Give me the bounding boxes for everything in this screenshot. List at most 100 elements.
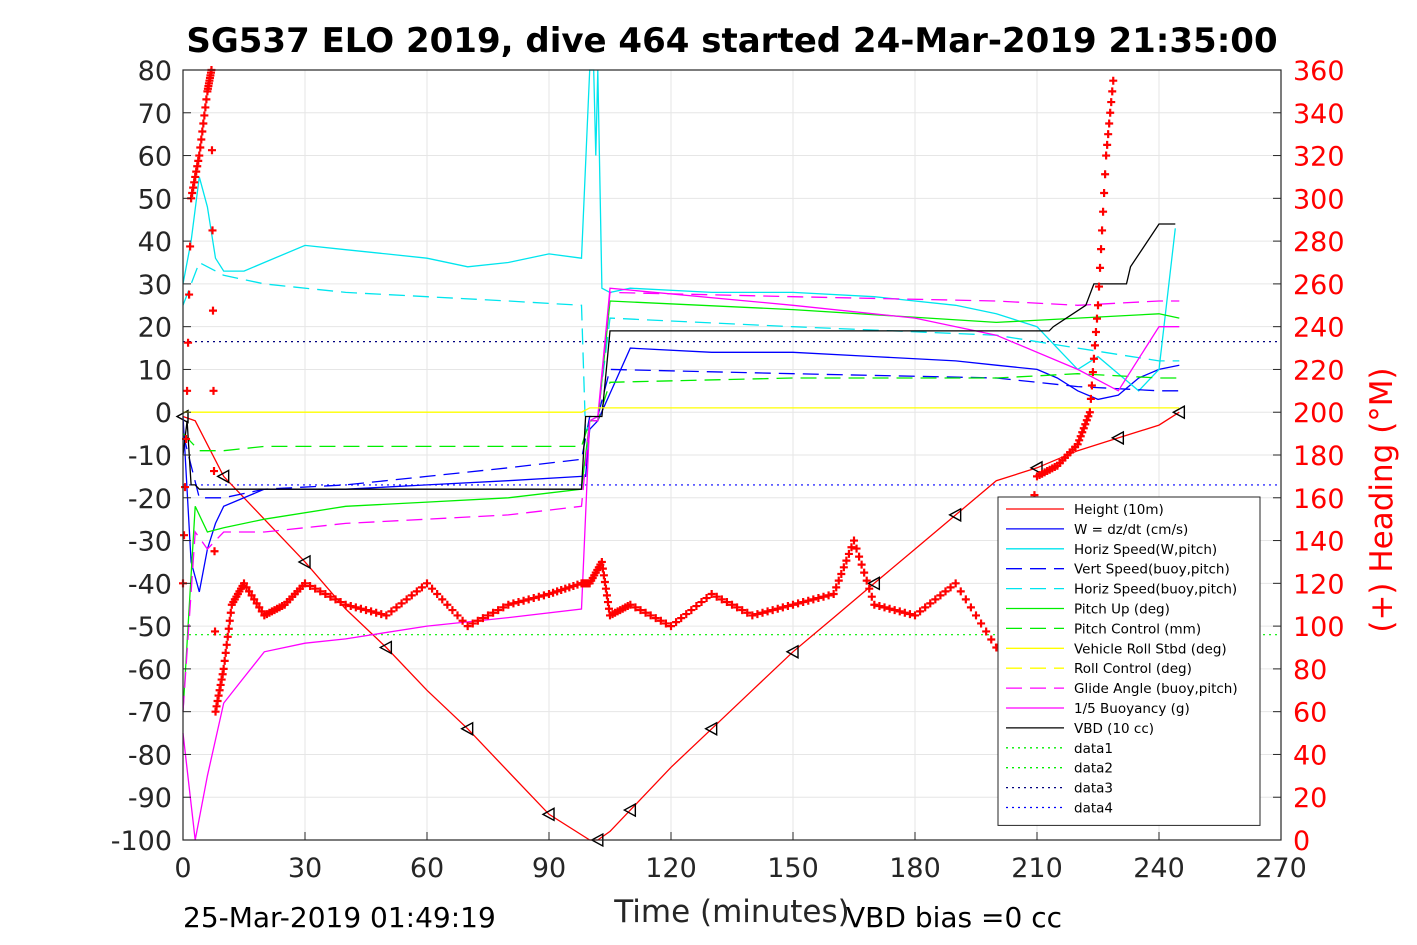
heading-marker <box>804 596 813 605</box>
heading-marker <box>867 592 876 601</box>
x-tick-label: 180 <box>889 853 941 884</box>
heading-marker <box>207 146 216 155</box>
depth-marker <box>622 802 637 818</box>
legend-label: W = dz/dt (cm/s) <box>1074 522 1188 538</box>
heading-marker <box>829 590 838 599</box>
heading-marker <box>255 603 264 612</box>
x-tick-label: 270 <box>1255 853 1307 884</box>
heading-marker <box>225 616 234 625</box>
series-line-2 <box>182 69 1176 392</box>
heading-marker <box>184 338 193 347</box>
heading-marker <box>789 600 797 609</box>
heading-marker <box>941 587 950 596</box>
heading-marker <box>641 608 650 617</box>
heading-series <box>179 66 1118 716</box>
heading-marker <box>341 600 350 609</box>
heading-marker <box>651 614 660 623</box>
heading-marker <box>1082 416 1091 425</box>
depth-marker <box>785 644 799 659</box>
series-line-7 <box>182 291 1180 712</box>
y-right-tick-label: 140 <box>1293 527 1345 558</box>
heading-marker <box>208 226 217 235</box>
heading-marker <box>697 598 706 607</box>
heading-marker <box>931 595 940 604</box>
heading-marker <box>598 564 607 573</box>
heading-marker <box>661 619 670 628</box>
heading-marker <box>199 119 208 128</box>
y-right-tick-label: 180 <box>1293 441 1345 472</box>
y-tick-label: 30 <box>138 270 172 301</box>
heading-marker <box>702 594 711 603</box>
depth-marker <box>460 721 474 736</box>
heading-marker <box>539 591 548 600</box>
legend-label: data2 <box>1074 761 1113 777</box>
y-right-tick-label: 360 <box>1293 56 1345 87</box>
heading-marker <box>412 587 421 596</box>
x-tick-label: 60 <box>410 853 444 884</box>
heading-marker <box>1079 424 1088 433</box>
heading-marker <box>972 611 980 620</box>
legend-label: Pitch Up (deg) <box>1074 602 1170 618</box>
heading-marker <box>852 544 861 553</box>
heading-marker <box>1100 188 1109 197</box>
heading-marker <box>534 592 543 601</box>
legend-label: Roll Control (deg) <box>1074 661 1192 677</box>
series-line-9 <box>182 223 1176 490</box>
y-tick-label: 40 <box>138 227 172 258</box>
heading-marker <box>1076 432 1085 441</box>
heading-marker <box>656 616 665 625</box>
heading-marker <box>753 610 762 619</box>
y-tick-label: 10 <box>138 355 172 386</box>
heading-marker <box>1073 440 1082 449</box>
heading-marker <box>221 648 230 657</box>
heading-marker <box>758 608 767 617</box>
x-axis: 0 30 60 90 120 150 180 210 240 270 <box>174 832 1307 884</box>
x-tick-label: 90 <box>532 853 566 884</box>
heading-marker <box>956 587 965 596</box>
heading-marker <box>895 607 904 616</box>
heading-marker <box>478 614 487 623</box>
heading-marker <box>473 616 482 625</box>
heading-marker <box>514 598 523 607</box>
legend-label: Vehicle Roll Stbd (deg) <box>1074 641 1227 657</box>
heading-marker <box>738 606 747 615</box>
heading-marker <box>682 610 691 619</box>
depth-marker <box>216 469 230 484</box>
heading-marker <box>545 590 553 599</box>
heading-marker <box>494 606 503 615</box>
heading-marker <box>1094 301 1102 310</box>
heading-marker <box>549 588 558 597</box>
heading-marker <box>1091 328 1100 337</box>
depth-marker <box>866 576 881 591</box>
depth-marker <box>948 507 962 523</box>
heading-marker <box>597 557 606 566</box>
heading-marker <box>220 656 229 665</box>
heading-marker <box>240 579 248 588</box>
heading-marker <box>397 599 406 608</box>
heading-marker <box>850 536 858 545</box>
heading-marker <box>824 591 833 600</box>
depth-marker <box>378 640 393 655</box>
heading-marker <box>519 596 528 605</box>
heading-marker <box>417 583 426 592</box>
legend-label: Horiz Speed(buoy,pitch) <box>1074 582 1237 598</box>
heading-marker <box>1099 207 1108 216</box>
heading-marker <box>201 103 210 112</box>
heading-marker <box>448 606 457 615</box>
heading-marker <box>926 599 935 608</box>
heading-marker <box>185 290 194 299</box>
heading-marker <box>367 607 376 616</box>
heading-marker <box>626 600 635 609</box>
heading-marker <box>509 599 518 608</box>
heading-marker <box>387 607 396 616</box>
heading-marker <box>911 611 919 620</box>
y-tick-label: -50 <box>128 612 172 643</box>
heading-marker <box>880 603 889 612</box>
heading-marker <box>733 603 742 612</box>
heading-marker <box>692 602 701 611</box>
y-tick-label: -60 <box>128 655 172 686</box>
heading-marker <box>198 127 207 136</box>
heading-marker <box>557 586 566 595</box>
heading-marker <box>809 595 818 604</box>
heading-marker <box>855 552 864 561</box>
